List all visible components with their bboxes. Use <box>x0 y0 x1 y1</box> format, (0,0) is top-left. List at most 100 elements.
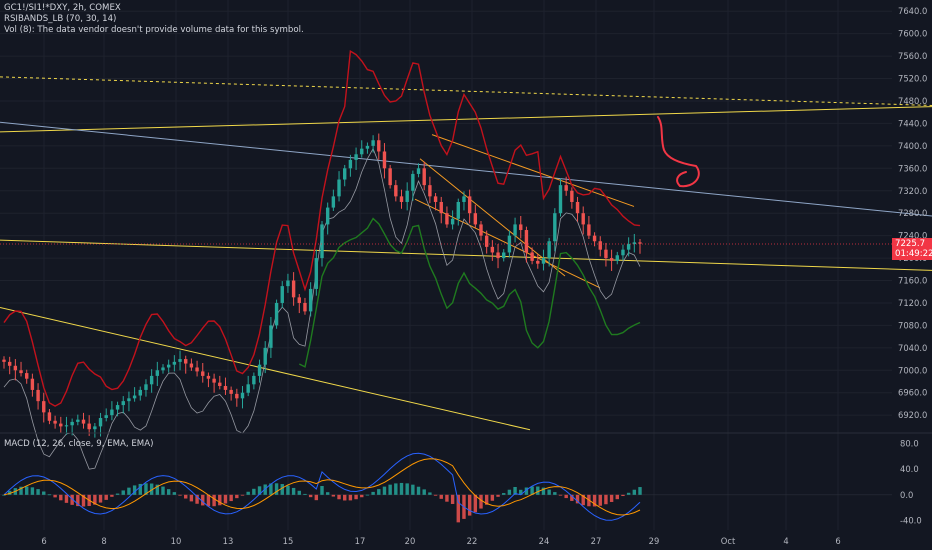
price-axis-label: 7560.0 <box>898 51 927 61</box>
macd-axis-label: 80.0 <box>900 439 919 449</box>
volume-indicator-label[interactable]: Vol (8): The data vendor doesn't provide… <box>4 25 304 35</box>
macd-histogram-bar <box>30 487 35 495</box>
rsi-indicator-label[interactable]: RSIBANDS_LB (70, 30, 14) <box>4 14 117 24</box>
candle-body <box>513 224 517 236</box>
candle-body <box>337 179 341 197</box>
candle-body <box>138 389 142 396</box>
macd-histogram-bar <box>138 483 142 495</box>
time-axis-label: 24 <box>539 536 550 546</box>
candle-body <box>81 419 86 424</box>
hand-drawn-annotation[interactable] <box>657 116 700 188</box>
legend-main: GC1!/SI1!*DXY, 2h, COMEX RSIBANDS_LB (70… <box>4 3 304 36</box>
macd-histogram-bar <box>149 483 154 495</box>
macd-histogram-bar <box>473 494 478 513</box>
candle-body <box>93 426 97 430</box>
candle-body <box>467 196 472 214</box>
price-axis-label: 7160.0 <box>898 276 927 286</box>
time-axis-label: 8 <box>101 536 106 546</box>
macd-histogram-bar <box>172 492 177 495</box>
macd-histogram-bar <box>604 494 608 505</box>
macd-histogram-bar <box>416 486 421 495</box>
time-axis[interactable]: 6 8 10 13 15 17 20 22 24 27 29 Oct 4 6 <box>41 536 840 546</box>
candle-body <box>530 252 534 261</box>
candle-body <box>592 235 597 242</box>
price-axis[interactable]: 7640.0 7600.0 7560.0 7520.0 7480.0 7440.0 7400… <box>898 6 927 420</box>
price-axis-label: 7000.0 <box>898 365 927 375</box>
macd-histogram-bar <box>564 494 568 499</box>
macd-histogram-bar <box>405 483 409 495</box>
candle-body <box>479 224 483 236</box>
macd-histogram-bar <box>246 491 250 495</box>
time-axis-label: 6 <box>41 536 46 546</box>
price-axis-label: 7600.0 <box>898 29 927 39</box>
candle-body <box>149 375 154 385</box>
time-axis-label: 10 <box>171 536 182 546</box>
macd-histogram-bar <box>269 483 273 495</box>
macd-histogram-bar <box>115 493 120 495</box>
macd-histogram-bar <box>53 494 57 498</box>
candle-body <box>195 367 199 372</box>
candle-body <box>30 378 35 390</box>
macd-axis[interactable]: 80.0 40.0 0.0 -40.0 <box>900 439 922 526</box>
trend-line[interactable] <box>431 134 635 207</box>
macd-histogram-bar <box>195 494 199 504</box>
macd-histogram-bar <box>411 484 415 495</box>
trend-line[interactable] <box>419 158 566 277</box>
macd-histogram-bar <box>189 494 194 502</box>
candle-body <box>484 235 489 247</box>
trend-line[interactable] <box>0 121 932 217</box>
macd-histogram-bar <box>570 494 574 501</box>
macd-histogram-bar <box>19 486 23 495</box>
trend-lines[interactable] <box>0 76 932 431</box>
macd-histogram-bar <box>575 494 580 504</box>
macd-histogram-bar <box>303 493 307 495</box>
candle-body <box>621 249 625 256</box>
symbol-title[interactable]: GC1!/SI1!*DXY, 2h, COMEX <box>4 3 121 13</box>
candle-body <box>291 280 296 298</box>
macd-indicator-label[interactable]: MACD (12, 26, close, 9, EMA, EMA) <box>4 439 154 449</box>
last-price-value: 7225.7 <box>895 239 926 249</box>
candle-body <box>59 423 63 427</box>
trend-line[interactable] <box>0 106 932 133</box>
price-axis-label: 7280.0 <box>898 208 927 218</box>
macd-histogram-bar <box>502 493 506 495</box>
trend-line[interactable] <box>0 239 932 271</box>
candle-body <box>104 415 108 418</box>
macd-histogram-bar <box>257 486 262 495</box>
macd-histogram-bar <box>308 494 313 498</box>
candle-body <box>132 395 137 399</box>
macd-histogram-bar <box>59 494 63 501</box>
annotation-arrow-stroke[interactable] <box>657 116 700 188</box>
macd-histogram-bar <box>104 494 108 500</box>
macd-histogram-bar <box>274 483 279 495</box>
candle-body <box>360 148 364 155</box>
price-axis-label: 7120.0 <box>898 298 927 308</box>
candle-body <box>280 286 284 303</box>
macd-histogram-bar <box>280 484 284 495</box>
candle-body <box>240 392 245 399</box>
macd-histogram-bar <box>428 492 432 495</box>
macd-axis-label: 0.0 <box>900 490 913 500</box>
price-axis-label: 6920.0 <box>898 410 927 420</box>
macd-histogram-bar <box>626 492 631 495</box>
candle-body <box>462 196 466 202</box>
bar-countdown: 01:49:22 <box>895 249 932 259</box>
macd-histogram-bar <box>388 484 392 495</box>
time-axis-label: 22 <box>467 536 478 546</box>
macd-histogram-bar <box>2 494 6 496</box>
candle-body <box>172 361 177 365</box>
candle-body <box>405 190 409 202</box>
candle-body <box>308 288 313 312</box>
macd-histogram-bar <box>212 494 216 507</box>
macd-histogram-bar <box>524 487 529 495</box>
candle-body <box>178 359 182 362</box>
candle-body <box>502 252 506 259</box>
candle-body <box>246 384 250 393</box>
macd-histogram-bar <box>201 494 205 506</box>
macd-histogram-bar <box>229 494 233 502</box>
candles <box>2 133 642 438</box>
candle-body <box>110 409 114 416</box>
macd-histogram-bar <box>422 489 426 495</box>
